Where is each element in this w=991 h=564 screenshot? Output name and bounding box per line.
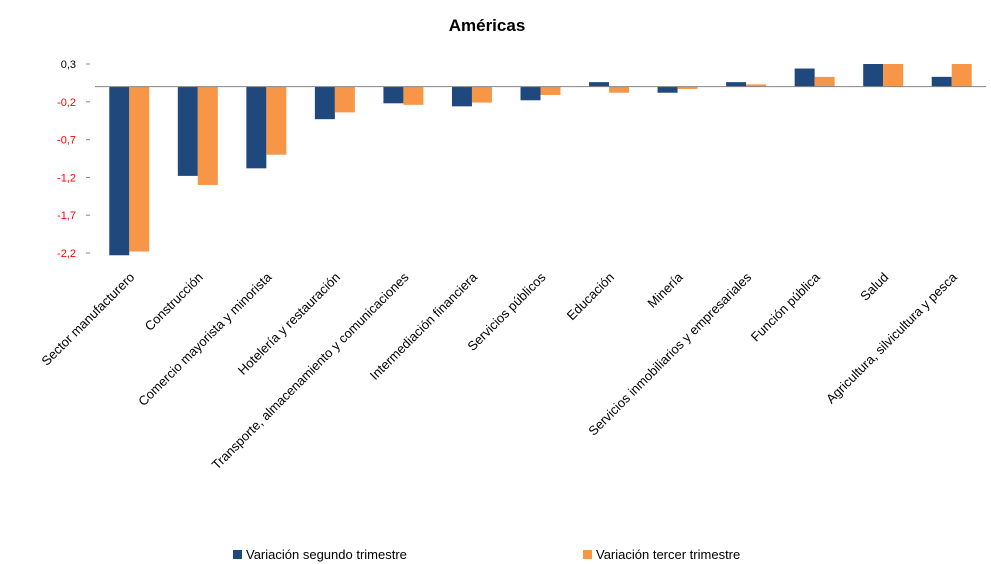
bar-tercer-trimestre: [540, 86, 561, 95]
x-tick-label: Agricultura, silvicultura y pesca: [823, 269, 960, 406]
legend-label: Variación tercer trimestre: [596, 547, 740, 562]
bar-segundo-trimestre: [451, 86, 472, 107]
bar-segundo-trimestre: [383, 86, 404, 104]
x-axis: Sector manufacturero ConstrucciónComercio…: [38, 269, 960, 472]
bar-segundo-trimestre: [109, 86, 130, 256]
y-axis: 0,3 -0,2 -0,7 -1,2 -1,7 -2,2: [57, 59, 90, 260]
bar-segundo-trimestre: [589, 82, 610, 87]
bar-tercer-trimestre: [197, 86, 218, 185]
y-tick-label: -2,2: [57, 248, 76, 260]
legend-swatch: [583, 550, 592, 559]
y-tick-label: -1,2: [57, 172, 76, 184]
bar-tercer-trimestre: [951, 64, 972, 87]
x-tick-label: Educación: [564, 270, 618, 324]
bar-tercer-trimestre: [814, 76, 835, 87]
y-tick-label: -1,7: [57, 210, 76, 222]
x-tick-label: Construcción: [142, 270, 206, 334]
bar-segundo-trimestre: [726, 82, 747, 87]
bar-segundo-trimestre: [657, 86, 678, 93]
bar-tercer-trimestre: [266, 86, 287, 155]
legend: Variación segundo trimestre Variación ter…: [233, 547, 740, 562]
bar-segundo-trimestre: [931, 76, 952, 87]
chart-title: Américas: [449, 16, 526, 35]
y-tick-label: -0,7: [57, 135, 76, 147]
bar-tercer-trimestre: [677, 86, 698, 89]
bar-segundo-trimestre: [177, 86, 198, 176]
x-tick-label: Sector manufacturero: [38, 270, 137, 369]
bar-tercer-trimestre: [471, 86, 492, 103]
bar-segundo-trimestre: [863, 64, 884, 87]
bar-segundo-trimestre: [246, 86, 267, 169]
y-tick-label: -0,2: [57, 97, 76, 109]
bar-tercer-trimestre: [129, 86, 150, 252]
legend-label: Variación segundo trimestre: [246, 547, 407, 562]
y-tick-label: 0,3: [61, 59, 76, 71]
bars-group: [109, 64, 972, 256]
bar-tercer-trimestre: [609, 86, 630, 93]
x-tick-label: Función pública: [748, 269, 824, 345]
x-tick-label: Comercio mayorista y minorista: [135, 269, 275, 409]
bar-tercer-trimestre: [403, 86, 424, 105]
bar-tercer-trimestre: [883, 64, 904, 87]
bar-tercer-trimestre: [746, 84, 767, 87]
bar-tercer-trimestre: [334, 86, 355, 113]
bar-segundo-trimestre: [794, 68, 815, 87]
bar-segundo-trimestre: [520, 86, 541, 101]
bar-segundo-trimestre: [314, 86, 335, 120]
legend-swatch: [233, 550, 242, 559]
x-tick-label: Minería: [644, 269, 686, 311]
x-tick-label: Salud: [857, 270, 891, 304]
